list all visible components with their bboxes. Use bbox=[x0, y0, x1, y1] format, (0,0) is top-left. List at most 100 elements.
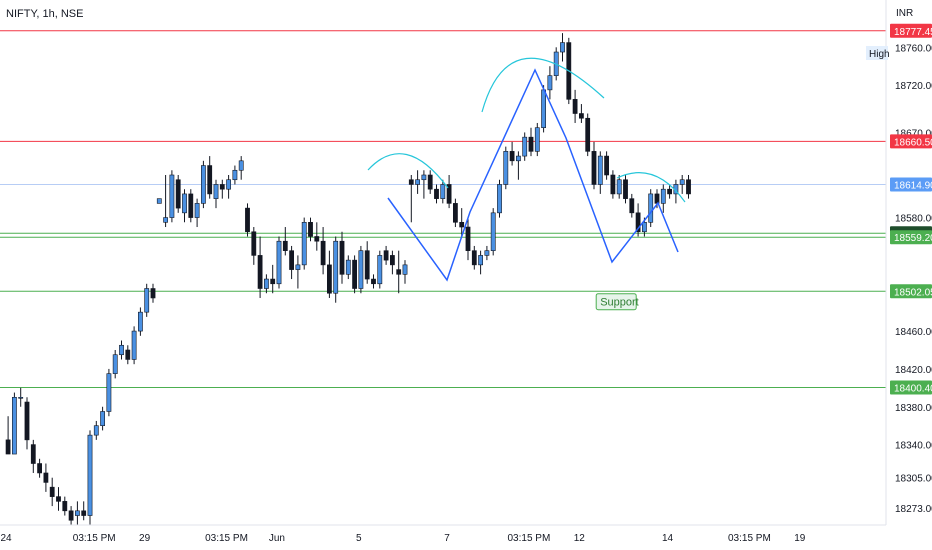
candle-54 bbox=[345, 255, 351, 280]
candle-body bbox=[251, 231, 257, 256]
candle-body bbox=[478, 255, 483, 266]
candle-12 bbox=[81, 501, 87, 521]
candle-21 bbox=[138, 307, 143, 336]
candle-body bbox=[49, 486, 55, 497]
candles bbox=[5, 33, 691, 525]
candle-24 bbox=[156, 198, 162, 204]
candle-45 bbox=[289, 245, 294, 280]
x-tick-8: 12 bbox=[574, 533, 586, 544]
candle-105 bbox=[667, 184, 672, 199]
candle-body bbox=[415, 179, 420, 185]
candle-body bbox=[24, 401, 30, 441]
price-tag-label: 18614.90 bbox=[894, 181, 932, 192]
candle-body bbox=[194, 203, 200, 218]
price-tag-label: 18777.45 bbox=[894, 27, 932, 38]
x-tick-3: 03:15 PM bbox=[205, 533, 248, 544]
price-axis: INR bbox=[885, 0, 913, 525]
candle-15 bbox=[100, 406, 105, 431]
candle-98 bbox=[623, 175, 628, 204]
candle-body bbox=[364, 250, 370, 280]
price-tag-3: 18614.90 bbox=[890, 177, 932, 192]
chart-title: NIFTY, 1h, NSE bbox=[6, 8, 84, 20]
candle-body bbox=[169, 174, 175, 218]
candle-body bbox=[295, 264, 301, 270]
candle-body bbox=[591, 151, 597, 185]
price-tag-5: 18559.20 bbox=[890, 230, 932, 245]
x-tick-1: 03:15 PM bbox=[73, 533, 116, 544]
candle-body bbox=[465, 226, 471, 251]
candle-51 bbox=[326, 250, 332, 298]
candle-62 bbox=[396, 250, 402, 294]
candle-18 bbox=[119, 340, 124, 360]
candle-8 bbox=[56, 487, 61, 511]
candle-body bbox=[75, 510, 80, 516]
support-annotation[interactable]: Support bbox=[595, 293, 639, 311]
candle-48 bbox=[308, 217, 313, 242]
candle-58 bbox=[371, 274, 376, 289]
candle-body bbox=[320, 240, 326, 266]
candle-body bbox=[459, 221, 465, 228]
candle-body bbox=[345, 259, 351, 275]
candle-80 bbox=[509, 141, 515, 166]
candle-65 bbox=[415, 170, 420, 194]
price-tag-box bbox=[890, 284, 932, 299]
candle-body bbox=[534, 127, 540, 152]
candle-34 bbox=[219, 179, 225, 199]
candle-body bbox=[138, 311, 143, 332]
candle-body bbox=[497, 184, 502, 214]
candle-body bbox=[188, 193, 194, 218]
candle-body bbox=[219, 184, 225, 190]
support-label-box bbox=[595, 293, 637, 311]
support-label: Support bbox=[600, 297, 639, 309]
x-tick-2: 29 bbox=[139, 533, 151, 544]
candle-56 bbox=[358, 245, 364, 294]
candle-body bbox=[276, 240, 282, 285]
candle-70 bbox=[446, 175, 452, 209]
candle-71 bbox=[452, 198, 458, 228]
candle-66 bbox=[421, 170, 427, 199]
candle-body bbox=[560, 42, 565, 53]
price-tag-6: 18502.05 bbox=[890, 284, 932, 299]
candle-body bbox=[213, 184, 219, 199]
y-tick-8: 18305.00 bbox=[895, 474, 932, 485]
candle-body bbox=[207, 165, 213, 195]
candle-body bbox=[610, 174, 616, 195]
candle-body bbox=[452, 203, 458, 223]
price-tag-7: 18400.40 bbox=[890, 380, 932, 395]
candle-body bbox=[263, 278, 269, 289]
y-tick-0: 18760.00 bbox=[895, 43, 932, 54]
candle-88 bbox=[560, 33, 565, 62]
price-tag-2: 18660.50 bbox=[890, 134, 932, 149]
candle-25 bbox=[163, 175, 168, 228]
price-tags: 18777.9018777.4518660.5018614.9018563.40… bbox=[890, 23, 932, 395]
candle-body bbox=[87, 434, 93, 516]
candle-body bbox=[522, 136, 528, 157]
candle-body bbox=[667, 188, 672, 195]
candle-body bbox=[112, 354, 118, 374]
candle-body bbox=[5, 439, 11, 455]
candle-64 bbox=[408, 175, 414, 223]
candle-body bbox=[515, 155, 521, 162]
high-label-group: High bbox=[866, 46, 890, 60]
high-label: High bbox=[869, 49, 890, 60]
candle-body bbox=[131, 330, 137, 360]
candle-body bbox=[503, 151, 509, 185]
candle-27 bbox=[175, 175, 181, 213]
candle-body bbox=[421, 174, 427, 181]
candle-body bbox=[641, 221, 647, 233]
candle-body bbox=[333, 240, 339, 294]
candle-body bbox=[144, 288, 150, 313]
candle-33 bbox=[213, 179, 219, 209]
candle-body bbox=[257, 255, 263, 289]
candle-body bbox=[585, 117, 591, 152]
candle-14 bbox=[93, 420, 99, 440]
price-tag-box bbox=[890, 380, 932, 395]
candle-30 bbox=[194, 198, 200, 228]
candle-9 bbox=[62, 496, 68, 516]
candle-10 bbox=[68, 506, 74, 525]
candle-49 bbox=[314, 222, 320, 251]
price-tag-box bbox=[890, 230, 932, 245]
candle-body bbox=[30, 444, 36, 464]
candle-35 bbox=[226, 175, 231, 199]
